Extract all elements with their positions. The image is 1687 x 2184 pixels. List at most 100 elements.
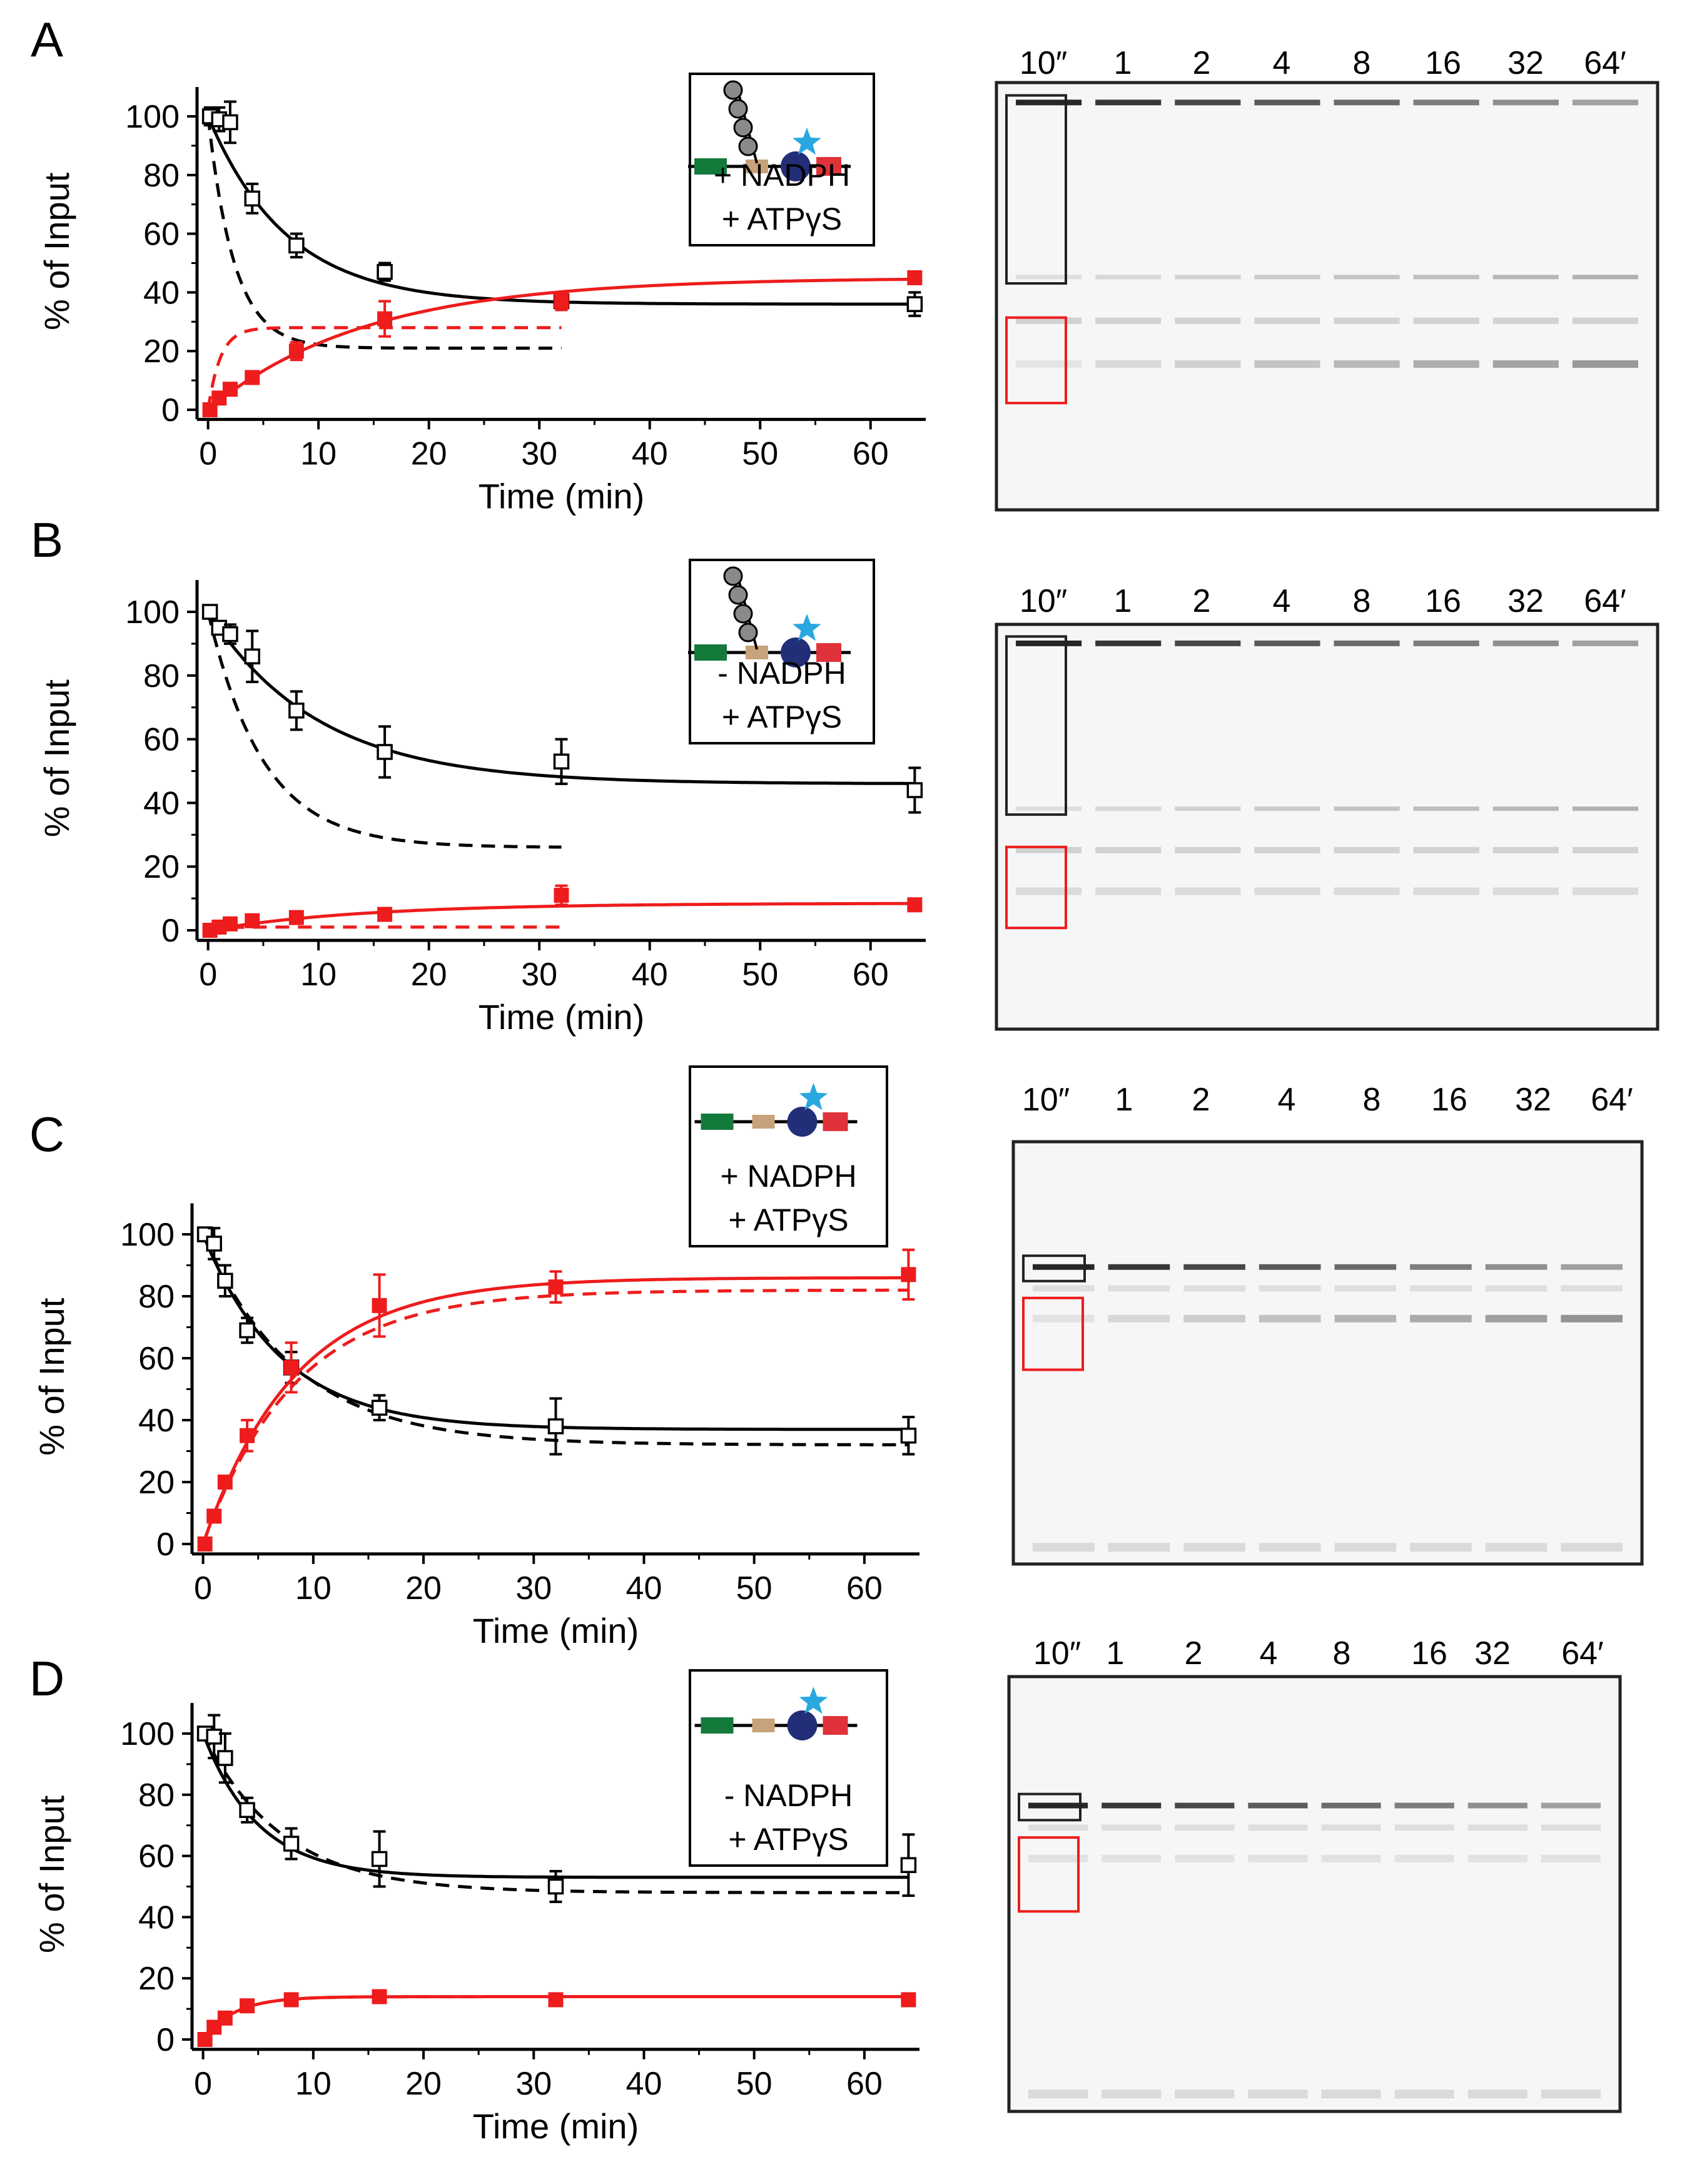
glycan-bead	[723, 566, 743, 586]
x-tick-label: 0	[194, 1570, 212, 1607]
product-data-point	[217, 1475, 233, 1490]
gel-band	[1561, 1285, 1623, 1292]
x-axis-label: Time (min)	[473, 2106, 639, 2146]
gel-lane-label: 2	[1192, 1082, 1210, 1118]
gel-band	[1321, 1854, 1381, 1862]
product-data-point	[240, 1428, 255, 1443]
product-region-box	[1005, 316, 1067, 405]
gel-band	[1254, 846, 1320, 853]
gel-lane-label: 2	[1185, 1635, 1203, 1672]
glycan-bead	[738, 622, 758, 643]
gel-band	[1248, 1854, 1308, 1862]
gel-band	[1492, 360, 1559, 368]
gel-band	[1485, 1543, 1548, 1552]
gel-image	[1011, 1140, 1644, 1566]
gel-band	[1572, 846, 1638, 853]
substrate-data-point	[206, 1729, 222, 1745]
gel-panel-b: 10″ 1 2 4 8 16 32 64′	[995, 583, 1659, 1031]
gel-band	[1334, 275, 1400, 280]
x-tick-label: 0	[194, 2066, 212, 2102]
gel-band	[1485, 1285, 1548, 1292]
gel-band	[1321, 2090, 1381, 2099]
gel-band	[1561, 1264, 1623, 1270]
star-icon	[793, 614, 821, 641]
gel-band	[1467, 1854, 1527, 1862]
x-axis-label: Time (min)	[479, 997, 644, 1037]
gel-band	[1413, 846, 1479, 853]
gel-band	[1175, 887, 1241, 895]
substrate-data-point	[371, 1399, 388, 1416]
cartoon-red-domain	[816, 643, 841, 662]
gel-band	[1572, 360, 1638, 368]
gel-panel-d: 10″ 1 2 4 8 16 32 64′	[1007, 1635, 1622, 2113]
gel-lane-label: 32	[1507, 45, 1544, 81]
y-tick-label: 80	[138, 1279, 175, 1315]
y-tick-label: 100	[125, 594, 180, 631]
star-icon	[799, 1687, 828, 1714]
panel-letter: D	[29, 1651, 64, 1706]
gel-band	[1259, 1314, 1321, 1323]
substrate-data-point	[244, 648, 261, 665]
glycan-bead	[738, 136, 758, 156]
gel-band	[1095, 806, 1162, 811]
x-tick-label: 10	[300, 435, 337, 472]
star-icon	[793, 128, 821, 155]
gel-band	[1102, 1854, 1162, 1862]
x-tick-label: 40	[626, 1570, 662, 1607]
substrate-simulated-curve	[206, 611, 562, 849]
x-tick-label: 50	[736, 1570, 773, 1607]
gel-band	[1175, 640, 1241, 646]
x-tick-label: 10	[295, 1570, 332, 1607]
gel-image	[995, 81, 1659, 512]
product-simulated-curve	[208, 925, 562, 932]
substrate-data-point	[377, 263, 393, 280]
gel-lane-label: 64′	[1584, 45, 1626, 81]
gel-lane-label: 16	[1411, 1635, 1447, 1672]
product-data-point	[548, 1279, 564, 1295]
x-tick-label: 0	[199, 957, 217, 993]
glycan-bead	[723, 80, 743, 100]
panel-a: A 0 20 40 60 80 100 0 10 20 30 40 50 60 Time (min) % of…	[31, 12, 926, 516]
cartoon-tan-domain	[746, 160, 768, 173]
gel-band	[1095, 275, 1162, 280]
gel-lane-label: 8	[1353, 45, 1371, 81]
x-tick-label: 60	[846, 1570, 883, 1607]
substrate-data-point	[547, 1878, 564, 1895]
gel-band	[1095, 99, 1162, 106]
gel-band	[1334, 1285, 1397, 1292]
gel-band	[1492, 887, 1559, 895]
gel-band	[1394, 1802, 1454, 1809]
gel-band	[1102, 2090, 1162, 2099]
gel-band	[1254, 806, 1320, 811]
x-tick-label: 10	[295, 2066, 332, 2102]
gel-lane-label: 8	[1333, 1635, 1351, 1672]
product-data-point	[907, 897, 923, 913]
x-tick-label: 10	[300, 957, 337, 993]
product-data-point	[222, 382, 238, 397]
gel-band	[1254, 360, 1320, 368]
x-tick-label: 0	[199, 435, 217, 472]
product-data-point	[197, 1536, 213, 1552]
substrate-region-box	[1018, 1792, 1082, 1822]
gel-lane-label: 64′	[1561, 1635, 1604, 1672]
y-tick-label: 20	[138, 1465, 175, 1501]
gel-band	[1033, 1314, 1095, 1323]
legend-box: - NADPH + ATPγS	[689, 1669, 888, 1867]
gel-band	[1175, 99, 1241, 106]
panel-c: C 0 20 40 60 80 100 0 10 20 30 40 50 60 Time (min) % of…	[29, 1065, 919, 1650]
x-tick-label: 40	[632, 957, 668, 993]
gel-band	[1572, 806, 1638, 811]
glycan-bead	[733, 604, 753, 624]
substrate-data-point	[217, 1750, 233, 1766]
gel-band	[1413, 360, 1479, 368]
substrate-cartoon	[694, 1687, 858, 1740]
legend-condition-1: + NADPH	[720, 1159, 856, 1194]
y-tick-label: 20	[143, 849, 180, 885]
gel-band	[1541, 1854, 1601, 1862]
gel-lane-label: 2	[1193, 583, 1211, 619]
y-axis-label: % of Input	[32, 1795, 71, 1953]
glycan-bead	[728, 585, 748, 605]
substrate-data-point	[222, 114, 238, 131]
gel-band	[1175, 275, 1241, 280]
x-tick-label: 40	[632, 435, 668, 472]
